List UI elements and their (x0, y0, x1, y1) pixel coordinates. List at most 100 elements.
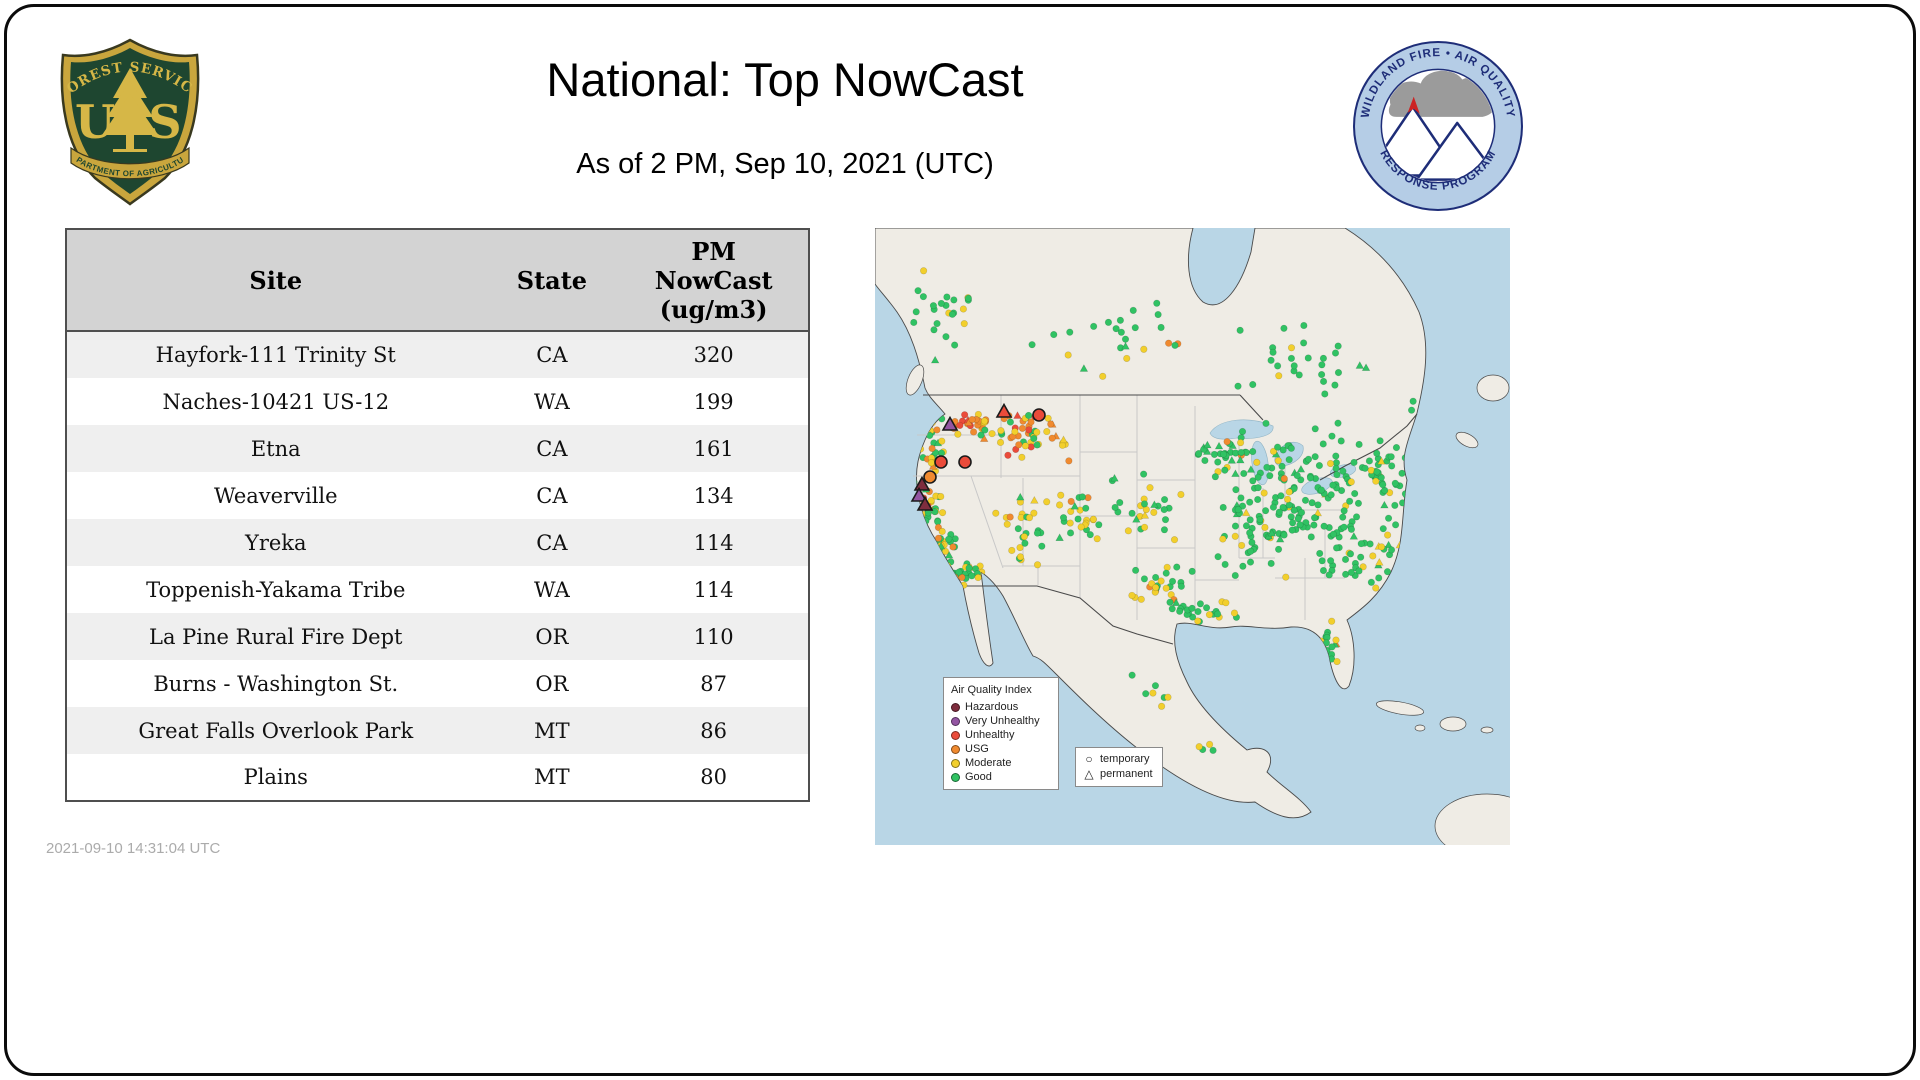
site-dot (944, 550, 954, 559)
site-dot (914, 287, 922, 295)
site-dot (1300, 339, 1308, 347)
site-dot (1361, 363, 1371, 371)
site-dot (1327, 491, 1335, 499)
site-dot (1214, 553, 1222, 561)
top-site-marker (916, 495, 934, 511)
legend-label: Hazardous (965, 701, 1019, 713)
site-dot (1262, 419, 1270, 427)
site-dot (920, 267, 928, 275)
page-subtitle: As of 2 PM, Sep 10, 2021 (UTC) (576, 148, 994, 180)
site-dot (1301, 496, 1310, 504)
site-dot (1384, 514, 1393, 522)
state-cell: MT (534, 718, 570, 743)
site-dot (1384, 540, 1393, 549)
site-dot (1211, 473, 1219, 481)
site-dot (949, 543, 957, 551)
site-dot (1004, 451, 1012, 459)
usfs-letter-s: S (148, 95, 181, 149)
site-dot (1213, 610, 1222, 618)
usfs-tree-icon (102, 68, 158, 152)
site-dot (1333, 657, 1341, 666)
site-dot (1168, 605, 1176, 613)
site-dot (997, 427, 1005, 435)
site-dot (1157, 577, 1165, 585)
site-dot (1150, 508, 1158, 516)
site-dot (1328, 432, 1336, 440)
site-dot (1161, 516, 1170, 524)
site-dot (1014, 525, 1022, 533)
site-dot (1337, 437, 1345, 445)
site-dot (1287, 344, 1296, 352)
site-dot (1205, 611, 1214, 619)
site-dot (1128, 509, 1136, 517)
nowcast-cell: 114 (693, 530, 734, 555)
site-dot (1153, 299, 1161, 307)
nowcast-cell: 161 (693, 436, 734, 461)
site-dot (1030, 509, 1038, 517)
top-site-marker (913, 475, 931, 491)
site-dot (974, 573, 982, 582)
site-dot (1296, 464, 1306, 473)
site-dot (1112, 325, 1120, 333)
site-dot (1253, 458, 1261, 466)
site-dot (1177, 490, 1185, 499)
site-dot (1160, 505, 1168, 514)
site-dot (931, 508, 939, 516)
aqi-legend-items: Hazardous Very Unhealthy Unhealthy USG Moder… (951, 700, 1051, 784)
site-dot (1099, 372, 1107, 380)
site-dot (954, 430, 962, 438)
site-dot (968, 415, 976, 424)
site-dot (1165, 339, 1173, 347)
site-dot (934, 534, 943, 542)
site-cell: Burns - Washington St. (153, 671, 399, 696)
aqi-legend: Air Quality Index Hazardous Very Unhealth… (943, 677, 1059, 790)
site-dot (1310, 521, 1318, 529)
site-dot (1277, 492, 1285, 500)
site-dot (1279, 446, 1287, 454)
legend-item: Hazardous (951, 700, 1051, 714)
legend-item: Unhealthy (951, 728, 1051, 742)
site-dot (1380, 500, 1389, 509)
site-dot (948, 310, 956, 318)
site-dot (981, 426, 989, 434)
table-row: Yreka CA 114 (66, 519, 809, 566)
site-dot (951, 535, 959, 543)
site-dot (980, 417, 989, 425)
site-dot (1354, 499, 1363, 507)
site-dot (1367, 578, 1375, 586)
site-dot (1300, 321, 1308, 330)
site-dot (1346, 550, 1355, 558)
site-dot (1067, 507, 1075, 516)
site-dot (1275, 508, 1283, 516)
site-dot (919, 293, 927, 301)
legend-label: USG (965, 743, 989, 755)
site-dot (1297, 508, 1306, 517)
site-dot (1285, 488, 1293, 496)
site-dot (1221, 466, 1229, 474)
site-dot (1350, 458, 1358, 467)
site-dot (1372, 584, 1380, 592)
site-dot (1201, 456, 1209, 465)
site-dot (1391, 521, 1400, 529)
site-dot (1033, 561, 1042, 569)
site-dot (1160, 495, 1169, 504)
site-dot (1295, 371, 1303, 379)
site-dot (1307, 533, 1315, 541)
table-row: La Pine Rural Fire Dept OR 110 (66, 613, 809, 660)
state-cell: CA (536, 436, 568, 461)
site-dot (1357, 553, 1365, 561)
top-site-marker (995, 402, 1013, 418)
site-dot (961, 411, 969, 419)
state-cell: CA (536, 343, 568, 367)
site-dot (1357, 540, 1365, 548)
state-cell: MT (534, 765, 570, 789)
site-dot (1304, 354, 1312, 362)
site-dot (1319, 440, 1327, 448)
site-dot (1246, 529, 1254, 537)
site-dot (1116, 316, 1124, 324)
site-dot (1231, 522, 1240, 530)
site-dot (1332, 464, 1340, 473)
site-dot (1033, 441, 1041, 449)
site-dot (1375, 557, 1384, 566)
site-dot (1117, 328, 1125, 336)
